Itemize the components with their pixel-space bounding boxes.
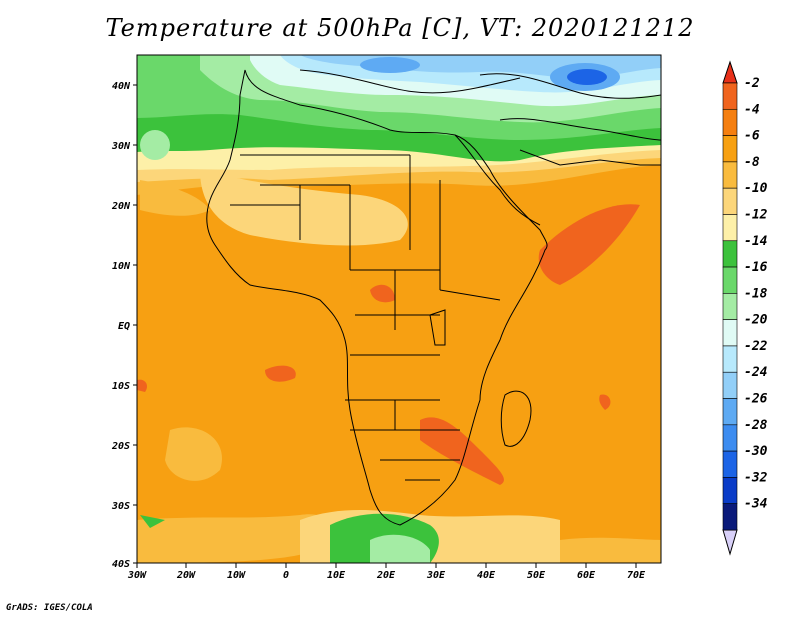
colorbar-swatch xyxy=(722,398,738,426)
longitude-labels: 30W 20W 10W 0 10E 20E 30E 40E 50E 60E 70… xyxy=(127,570,646,581)
colorbar-swatch xyxy=(722,503,738,531)
colorbar-swatch xyxy=(722,214,738,242)
lon-label: 30W xyxy=(127,570,147,581)
colorbar-label: -16 xyxy=(744,260,768,275)
lon-label: 40E xyxy=(477,570,496,581)
footer-credit: GrADS: IGES/COLA xyxy=(6,603,93,613)
lon-label: 30E xyxy=(426,570,446,581)
lon-label: 20E xyxy=(376,570,396,581)
latitude-labels: 40N 30N 20N 10N EQ 10S 20S 30S 40S xyxy=(111,81,131,570)
colorbar-top-arrow xyxy=(722,60,738,84)
colorbar-swatch xyxy=(722,424,738,452)
map-title: Temperature at 500hPa [C], VT: 202012121… xyxy=(105,14,695,42)
lon-label: 70E xyxy=(627,570,646,581)
colorbar-swatch xyxy=(722,477,738,505)
colorbar-label: -34 xyxy=(744,497,768,512)
colorbar-swatch xyxy=(722,82,738,110)
lon-label: 10E xyxy=(327,570,346,581)
colorbar-swatch xyxy=(722,108,738,136)
colorbar-label: -22 xyxy=(744,339,768,354)
colorbar-swatch xyxy=(722,187,738,215)
lat-label: 20N xyxy=(111,201,131,212)
lat-label: 40N xyxy=(112,81,131,92)
colorbar-swatch xyxy=(722,319,738,347)
lat-label: 40S xyxy=(112,559,130,570)
lat-label: 10S xyxy=(112,381,130,392)
colorbar-label: -12 xyxy=(744,207,768,222)
colorbar-swatch xyxy=(722,371,738,399)
axis-ticks xyxy=(133,84,637,568)
lon-label: 20W xyxy=(176,570,196,581)
colorbar-label: -6 xyxy=(744,129,760,144)
lon-label: 50E xyxy=(527,570,546,581)
lon-label: 10W xyxy=(227,570,246,581)
colorbar-swatch xyxy=(722,240,738,268)
colorbar-swatch xyxy=(722,293,738,320)
lat-label: 10N xyxy=(112,261,131,272)
lat-label: 30N xyxy=(111,141,131,152)
lat-label: 20S xyxy=(111,441,130,452)
colorbar-label: -32 xyxy=(744,470,768,485)
colorbar-swatch xyxy=(722,450,738,478)
colorbar: -2 -4 -6 -8 -10 -12 -14 -16 -18 -20 -22 -24 -26 -28 -3… xyxy=(722,60,768,556)
colorbar-label: -4 xyxy=(744,102,760,117)
lat-label: 30S xyxy=(111,501,130,512)
temperature-field xyxy=(137,55,661,563)
lon-label: 0 xyxy=(283,570,289,581)
colorbar-swatch xyxy=(722,345,738,373)
colorbar-label: -30 xyxy=(744,444,768,459)
lon-label: 60E xyxy=(577,570,596,581)
colorbar-label: -20 xyxy=(744,313,768,328)
colorbar-label: -18 xyxy=(744,286,768,301)
coastlines xyxy=(206,69,661,526)
colorbar-label: -28 xyxy=(744,418,768,433)
colorbar-label: -2 xyxy=(744,76,760,91)
colorbar-label: -26 xyxy=(744,392,768,407)
colorbar-bottom-arrow xyxy=(722,529,738,556)
colorbar-swatch xyxy=(722,266,738,294)
colorbar-label: -8 xyxy=(744,155,760,170)
colorbar-label: -10 xyxy=(744,181,768,196)
colorbar-swatch xyxy=(722,135,738,163)
colorbar-swatch xyxy=(722,161,738,189)
colorbar-label: -14 xyxy=(744,234,768,249)
colorbar-label: -24 xyxy=(744,365,768,380)
map-frame xyxy=(136,54,662,564)
lat-label: EQ xyxy=(118,321,130,332)
